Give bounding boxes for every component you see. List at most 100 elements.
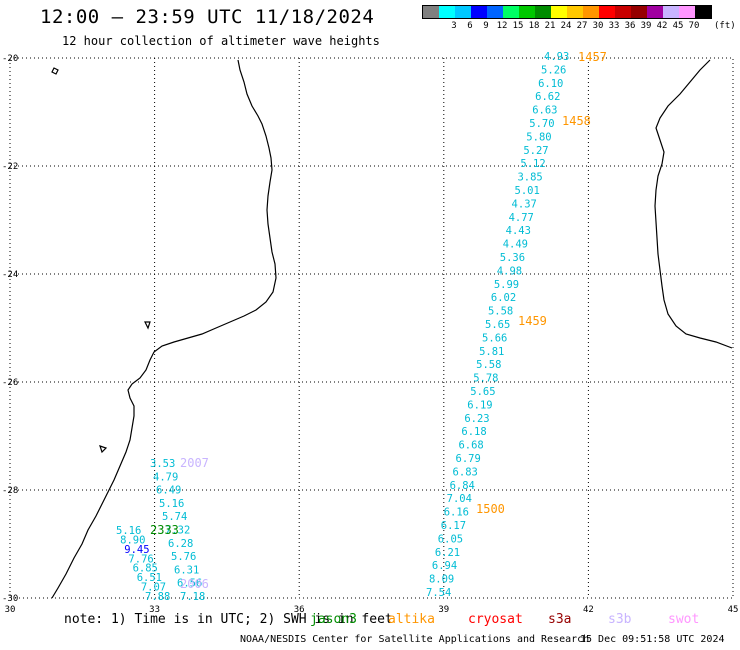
wave-height-label: 6.19 (467, 399, 492, 411)
color-scale-label: 27 (576, 21, 588, 31)
y-tick-label: -24 (2, 270, 18, 280)
color-scale-swatch (551, 6, 567, 18)
satellite-legend-item: cryosat (468, 612, 523, 627)
color-scale-label: 12 (496, 21, 508, 31)
satellite-legend-item: s3a (548, 612, 572, 627)
color-scale-labels: (ft) 3 6 9 12 15 18 21 24 27 30 33 36 39 42 45 70 (422, 19, 735, 33)
pass-time-label: 1458 (562, 114, 591, 128)
color-scale-label: 9 (483, 21, 489, 31)
satellite-legend-item: swot (668, 612, 700, 627)
color-scale: (ft) 3 6 9 12 15 18 21 24 27 30 33 36 39 42 45 70 (422, 5, 736, 33)
wave-height-label: 4.49 (503, 239, 528, 251)
wave-height-label: 6.85 (133, 563, 158, 575)
wave-height-label: 7.88 (145, 591, 170, 603)
color-scale-label: 36 (624, 21, 636, 31)
color-scale-label: 3 (451, 21, 457, 31)
wave-height-label: 4.77 (509, 212, 534, 224)
wave-height-label: 5.65 (470, 386, 495, 398)
wave-height-label: 4.93 (544, 51, 569, 63)
wave-height-label: 6.17 (441, 520, 466, 532)
color-scale-label: 33 (608, 21, 620, 31)
wave-height-label: 7.04 (447, 493, 472, 505)
color-scale-swatch (647, 6, 663, 18)
track-west: 3.534.796.495.165.747.326.285.766.316.56… (116, 458, 205, 603)
wave-height-label: 6.84 (450, 480, 475, 492)
x-tick-label: 45 (728, 605, 739, 615)
wave-height-label: 6.83 (453, 466, 478, 478)
wave-height-label: 6.05 (438, 533, 463, 545)
pass-time-labels: 1457 1458 1459 1500 2007 2333 2006 (150, 50, 607, 591)
color-scale-swatch (583, 6, 599, 18)
page-title: 12:00 – 23:59 UTC 11/18/2024 (40, 6, 375, 28)
color-scale-swatch (519, 6, 535, 18)
color-scale-label: 45 (672, 21, 684, 31)
y-tick-label: -28 (2, 486, 18, 496)
color-scale-swatch (439, 6, 455, 18)
color-scale-label: 39 (640, 21, 652, 31)
wave-height-label: 5.99 (494, 279, 519, 291)
wave-height-label: 6.28 (168, 538, 193, 550)
satellite-legend-item: s3b (608, 612, 632, 627)
wave-height-label: 5.81 (479, 346, 504, 358)
color-scale-swatch (567, 6, 583, 18)
footer-generated-date: 15 Dec 09:51:58 UTC 2024 (580, 634, 725, 645)
pass-time-label: 1457 (578, 50, 607, 64)
wave-height-label: 6.62 (535, 91, 560, 103)
page-subtitle: 12 hour collection of altimeter wave hei… (62, 34, 380, 48)
wave-height-label: 5.78 (473, 373, 498, 385)
wave-height-label: 6.23 (464, 413, 489, 425)
wave-height-label: 5.58 (488, 306, 513, 318)
x-tick-label: 36 (294, 605, 305, 615)
color-scale-swatch (615, 6, 631, 18)
wave-height-label: 7.76 (128, 553, 153, 565)
pass-time-label: 2333 (150, 523, 179, 537)
axis-labels: 30 33 36 39 42 45 -20 -22 -24 -26 -28 -30 (2, 54, 738, 615)
wave-height-label: 6.31 (174, 564, 199, 576)
wave-height-label: 5.58 (476, 359, 501, 371)
color-scale-swatch (679, 6, 695, 18)
wave-height-label: 6.21 (435, 547, 460, 559)
wave-height-label: 6.68 (458, 440, 483, 452)
wave-height-label: 5.26 (541, 64, 566, 76)
wave-height-label: 3.85 (517, 172, 542, 184)
coastline-africa (51, 59, 733, 599)
color-scale-swatch (487, 6, 503, 18)
wave-height-label: 4.79 (153, 471, 178, 483)
wave-height-label: 6.94 (432, 560, 457, 572)
x-tick-label: 30 (5, 605, 16, 615)
wave-height-label: 7.32 (165, 525, 190, 537)
wave-height-label: 6.79 (456, 453, 481, 465)
wave-height-label: 5.70 (529, 118, 554, 130)
wave-height-label: 5.66 (482, 332, 507, 344)
color-scale-swatch (599, 6, 615, 18)
color-scale-label: 18 (528, 21, 540, 31)
color-scale-swatch (695, 6, 711, 18)
color-scale-label: 30 (592, 21, 604, 31)
coastline-madagascar (654, 59, 733, 349)
wave-height-label: 7.07 (141, 582, 166, 594)
wave-height-label: 5.01 (515, 185, 540, 197)
satellite-legend-item: jason3 (310, 612, 357, 627)
pass-time-label: 1459 (518, 314, 547, 328)
color-scale-swatch (503, 6, 519, 18)
map-grid (9, 57, 734, 599)
pass-time-label: 2007 (180, 456, 209, 470)
wave-height-label: 4.43 (506, 225, 531, 237)
wave-height-label: 8.09 (429, 574, 454, 586)
color-scale-unit: (ft) (714, 21, 736, 31)
color-scale-label: 24 (560, 21, 572, 31)
wave-height-label: 5.76 (171, 551, 196, 563)
satellite-legend-item: altika (388, 612, 435, 627)
island-coast-speck-2 (99, 445, 108, 454)
wave-height-label: 6.49 (156, 485, 181, 497)
wave-height-label: 7.54 (426, 587, 451, 599)
footer-credit: NOAA/NESDIS Center for Satellite Applica… (240, 634, 590, 645)
wave-height-label: 5.16 (159, 498, 184, 510)
wave-height-label: 3.53 (150, 458, 175, 470)
color-scale-label: 15 (512, 21, 524, 31)
wave-height-label: 4.37 (512, 198, 537, 210)
island-bazaruto (51, 67, 59, 75)
wave-height-label: 8.90 (120, 534, 145, 546)
wave-height-label: 5.36 (500, 252, 525, 264)
